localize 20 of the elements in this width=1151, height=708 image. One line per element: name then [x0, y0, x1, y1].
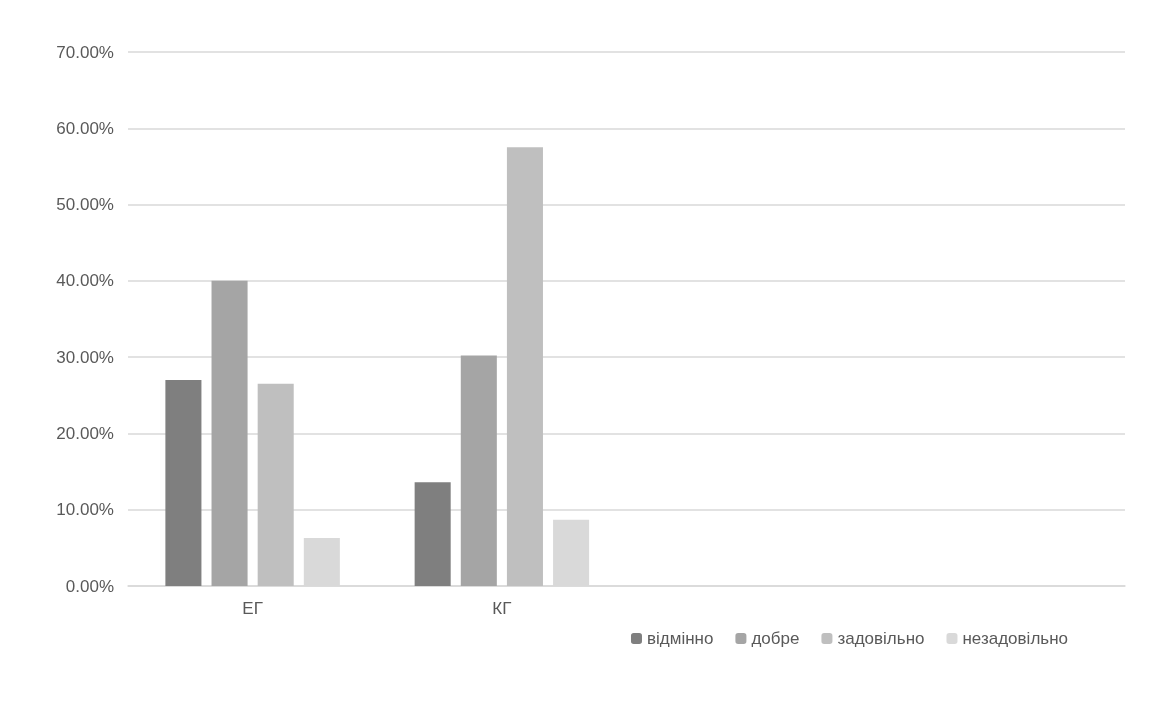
legend-label: відмінно [646, 629, 714, 648]
y-tick-label: 70.00% [56, 42, 114, 62]
bar [506, 147, 543, 586]
y-tick-label: 20.00% [56, 423, 114, 443]
bar [211, 280, 248, 586]
y-tick-label: 60.00% [56, 118, 114, 138]
legend-label: задовільно [837, 629, 925, 648]
legend-label: незадовільно [962, 629, 1069, 648]
y-tick-label: 40.00% [56, 271, 114, 291]
x-tick-label: ЕГ [242, 599, 263, 618]
bar [257, 383, 294, 586]
bar [460, 355, 497, 586]
y-tick-label: 50.00% [56, 195, 114, 215]
bar [165, 380, 202, 586]
y-tick-label: 10.00% [56, 500, 114, 520]
bar [414, 482, 451, 586]
y-tick-label: 30.00% [56, 347, 114, 367]
x-tick-label: КГ [492, 599, 512, 618]
legend-label: добре [751, 629, 800, 648]
y-tick-label: 0.00% [65, 576, 114, 596]
